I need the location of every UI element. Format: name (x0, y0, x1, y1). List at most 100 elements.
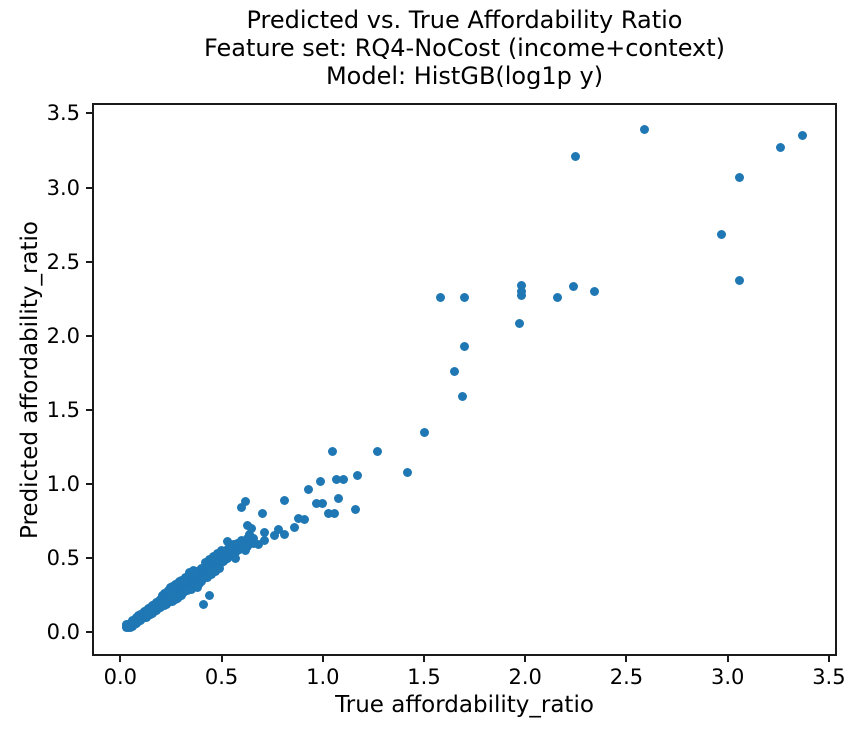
scatter-point (516, 280, 526, 290)
x-tick-label: 3.0 (710, 665, 745, 689)
scatter-point (269, 531, 279, 541)
scatter-point (279, 529, 289, 539)
scatter-point (231, 553, 241, 563)
scatter-point (247, 523, 257, 533)
y-tick-mark (86, 334, 92, 337)
scatter-point (168, 589, 178, 599)
scatter-point (460, 341, 469, 351)
scatter-point (300, 515, 310, 525)
chart-title-line-1: Predicted vs. True Affordability Ratio (246, 6, 683, 34)
scatter-point (419, 427, 429, 437)
y-tick-mark (86, 631, 92, 634)
scatter-point (204, 590, 214, 600)
scatter-point (121, 620, 131, 630)
scatter-point (460, 292, 469, 302)
scatter-point (168, 596, 178, 606)
x-tick-label: 0.0 (103, 665, 138, 689)
y-tick-label: 1.5 (46, 397, 80, 422)
chart-title-line-2: Feature set: RQ4-NoCost (income+context) (203, 34, 726, 62)
scatter-point (735, 276, 745, 286)
scatter-point (273, 525, 283, 535)
x-tick-mark (220, 656, 223, 662)
chart-title-line-3: Model: HistGB(log1p y) (325, 62, 604, 90)
scatter-point (350, 504, 360, 514)
y-tick-label: 3.0 (46, 175, 80, 200)
y-axis-label: Predicted affordability_ratio (17, 221, 43, 539)
scatter-point (259, 535, 269, 545)
scatter-point (457, 392, 467, 402)
scatter-point (316, 476, 326, 486)
y-tick-label: 0.5 (46, 546, 80, 571)
x-tick-mark (726, 656, 729, 662)
y-tick-mark (86, 112, 92, 115)
scatter-point (640, 125, 650, 135)
y-tick-label: 3.5 (46, 101, 80, 126)
scatter-point (172, 578, 182, 588)
scatter-point (338, 475, 348, 485)
x-tick-label: 2.0 (508, 665, 542, 689)
scatter-point (798, 131, 808, 141)
scatter-point (188, 565, 198, 575)
x-tick-label: 1.5 (407, 665, 441, 689)
scatter-point (223, 537, 233, 547)
y-tick-label: 1.0 (46, 472, 80, 497)
scatter-point (324, 509, 334, 519)
plot-area (92, 103, 837, 656)
y-tick-label: 0.0 (46, 620, 80, 645)
scatter-point (241, 546, 251, 556)
scatter-point (332, 475, 342, 485)
chart-title: Predicted vs. True Affordability Ratio F… (92, 6, 837, 90)
scatter-point (192, 583, 202, 593)
scatter-point (328, 446, 338, 456)
scatter-point (553, 292, 563, 302)
x-tick-label: 0.5 (204, 665, 239, 689)
scatter-point (403, 467, 413, 477)
x-tick-mark (321, 656, 324, 662)
x-tick-label: 3.5 (812, 665, 846, 689)
y-tick-mark (86, 408, 92, 411)
x-tick-mark (827, 656, 830, 662)
scatter-point (334, 494, 344, 504)
scatter-point (253, 540, 263, 550)
x-tick-mark (119, 656, 122, 662)
scatter-point (279, 495, 289, 505)
scatter-point (304, 485, 314, 495)
y-tick-label: 2.0 (46, 323, 80, 348)
scatter-point (735, 172, 745, 182)
scatter-point (775, 142, 785, 152)
y-tick-mark (86, 186, 92, 189)
y-tick-label: 2.5 (46, 249, 80, 274)
x-tick-mark (524, 656, 527, 662)
scatter-point (237, 503, 247, 513)
scatter-point (215, 564, 225, 574)
scatter-point (516, 286, 526, 296)
y-tick-mark (86, 483, 92, 486)
scatter-point (571, 151, 581, 161)
scatter-point (435, 292, 445, 302)
scatter-point (241, 497, 251, 507)
scatter-point (449, 366, 459, 376)
x-tick-mark (625, 656, 628, 662)
scatter-point (514, 319, 524, 329)
y-tick-mark (86, 260, 92, 263)
scatter-point (589, 286, 599, 296)
scatter-point (318, 498, 328, 508)
scatter-point (569, 282, 579, 292)
scatter-point (330, 509, 340, 519)
scatter-point (293, 513, 303, 523)
scatter-point (312, 498, 322, 508)
scatter-point (352, 470, 362, 480)
scatter-point (245, 529, 255, 539)
y-tick-mark (86, 557, 92, 560)
scatter-point (160, 601, 170, 611)
scatter-point (198, 599, 208, 609)
x-tick-label: 2.5 (609, 665, 644, 689)
scatter-point (257, 509, 267, 519)
scatter-point (289, 522, 299, 532)
scatter-point (180, 572, 190, 582)
scatter-point (717, 230, 727, 240)
x-tick-label: 1.0 (306, 665, 340, 689)
x-axis-label: True affordability_ratio (335, 692, 594, 718)
scatter-point (372, 446, 382, 456)
